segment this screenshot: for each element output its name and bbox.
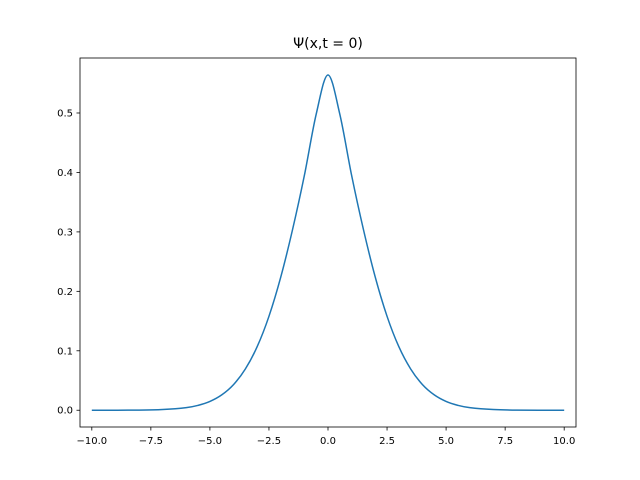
series-layer xyxy=(91,74,565,411)
y-tick-label: 0.5 xyxy=(57,108,73,119)
y-tick-label: 0.3 xyxy=(57,227,73,238)
x-tick-label: 10.0 xyxy=(553,436,575,447)
plot-frame xyxy=(79,57,577,428)
y-axis-ticks: 0.0 0.1 0.2 0.3 0.4 0.5 xyxy=(57,108,80,417)
x-tick-label: −2.5 xyxy=(257,436,281,447)
x-tick-label: 0.0 xyxy=(320,436,336,447)
x-tick-label: 7.5 xyxy=(497,436,513,447)
x-tick-label: 2.5 xyxy=(379,436,395,447)
plot-area xyxy=(80,58,576,427)
x-tick-label: −7.5 xyxy=(139,436,163,447)
x-tick-label: −5.0 xyxy=(198,436,222,447)
y-tick-label: 0.1 xyxy=(57,346,73,357)
x-tick-label: −10.0 xyxy=(76,436,107,447)
y-tick-label: 0.2 xyxy=(57,287,73,298)
y-tick-label: 0.4 xyxy=(57,168,73,179)
chart-title: Ψ(x,t = 0) xyxy=(293,36,363,52)
x-axis-ticks: −10.0 −7.5 −5.0 −2.5 0.0 2.5 5.0 7.5 10.0 xyxy=(76,427,575,447)
y-tick-label: 0.0 xyxy=(57,406,73,417)
x-tick-label: 5.0 xyxy=(438,436,454,447)
series-line-0 xyxy=(91,74,565,411)
